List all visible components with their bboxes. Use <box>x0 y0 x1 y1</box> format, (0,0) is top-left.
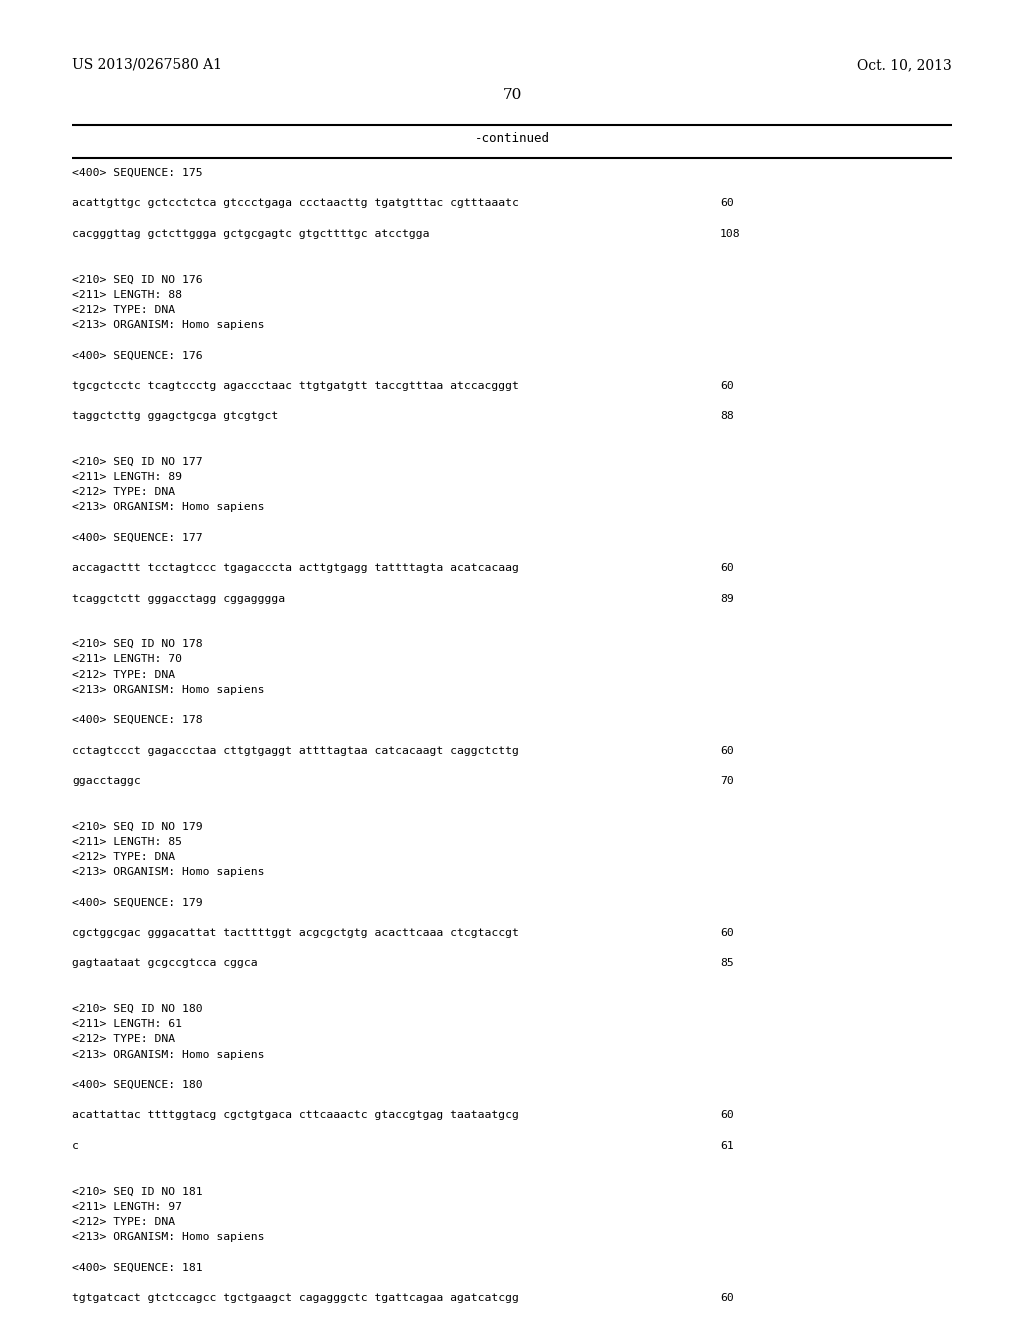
Text: Oct. 10, 2013: Oct. 10, 2013 <box>857 58 952 73</box>
Text: <210> SEQ ID NO 180: <210> SEQ ID NO 180 <box>72 1005 203 1014</box>
Text: acattattac ttttggtacg cgctgtgaca cttcaaactc gtaccgtgag taataatgcg: acattattac ttttggtacg cgctgtgaca cttcaaa… <box>72 1110 519 1121</box>
Text: <210> SEQ ID NO 176: <210> SEQ ID NO 176 <box>72 275 203 284</box>
Text: <400> SEQUENCE: 176: <400> SEQUENCE: 176 <box>72 350 203 360</box>
Text: <211> LENGTH: 88: <211> LENGTH: 88 <box>72 289 182 300</box>
Text: 60: 60 <box>720 746 734 755</box>
Text: <400> SEQUENCE: 178: <400> SEQUENCE: 178 <box>72 715 203 725</box>
Text: <210> SEQ ID NO 181: <210> SEQ ID NO 181 <box>72 1187 203 1196</box>
Text: <213> ORGANISM: Homo sapiens: <213> ORGANISM: Homo sapiens <box>72 1049 264 1060</box>
Text: <213> ORGANISM: Homo sapiens: <213> ORGANISM: Homo sapiens <box>72 685 264 694</box>
Text: 60: 60 <box>720 1110 734 1121</box>
Text: 89: 89 <box>720 594 734 603</box>
Text: <400> SEQUENCE: 175: <400> SEQUENCE: 175 <box>72 168 203 178</box>
Text: US 2013/0267580 A1: US 2013/0267580 A1 <box>72 58 222 73</box>
Text: c: c <box>72 1140 79 1151</box>
Text: 85: 85 <box>720 958 734 969</box>
Text: <213> ORGANISM: Homo sapiens: <213> ORGANISM: Homo sapiens <box>72 867 264 878</box>
Text: <210> SEQ ID NO 179: <210> SEQ ID NO 179 <box>72 821 203 832</box>
Text: -continued: -continued <box>474 132 550 145</box>
Text: 70: 70 <box>720 776 734 785</box>
Text: accagacttt tcctagtccc tgagacccta acttgtgagg tattttagta acatcacaag: accagacttt tcctagtccc tgagacccta acttgtg… <box>72 564 519 573</box>
Text: 108: 108 <box>720 228 740 239</box>
Text: <210> SEQ ID NO 178: <210> SEQ ID NO 178 <box>72 639 203 649</box>
Text: <213> ORGANISM: Homo sapiens: <213> ORGANISM: Homo sapiens <box>72 1232 264 1242</box>
Text: <212> TYPE: DNA: <212> TYPE: DNA <box>72 851 175 862</box>
Text: 60: 60 <box>720 198 734 209</box>
Text: cgctggcgac gggacattat tacttttggt acgcgctgtg acacttcaaa ctcgtaccgt: cgctggcgac gggacattat tacttttggt acgcgct… <box>72 928 519 939</box>
Text: <211> LENGTH: 70: <211> LENGTH: 70 <box>72 655 182 664</box>
Text: <400> SEQUENCE: 177: <400> SEQUENCE: 177 <box>72 533 203 543</box>
Text: 60: 60 <box>720 928 734 939</box>
Text: cctagtccct gagaccctaa cttgtgaggt attttagtaa catcacaagt caggctcttg: cctagtccct gagaccctaa cttgtgaggt attttag… <box>72 746 519 755</box>
Text: <213> ORGANISM: Homo sapiens: <213> ORGANISM: Homo sapiens <box>72 503 264 512</box>
Text: tcaggctctt gggacctagg cggagggga: tcaggctctt gggacctagg cggagggga <box>72 594 285 603</box>
Text: gagtaataat gcgccgtcca cggca: gagtaataat gcgccgtcca cggca <box>72 958 258 969</box>
Text: <211> LENGTH: 89: <211> LENGTH: 89 <box>72 473 182 482</box>
Text: <400> SEQUENCE: 179: <400> SEQUENCE: 179 <box>72 898 203 908</box>
Text: tgcgctcctc tcagtccctg agaccctaac ttgtgatgtt taccgtttaa atccacgggt: tgcgctcctc tcagtccctg agaccctaac ttgtgat… <box>72 380 519 391</box>
Text: <211> LENGTH: 61: <211> LENGTH: 61 <box>72 1019 182 1030</box>
Text: acattgttgc gctcctctca gtccctgaga ccctaacttg tgatgtttac cgtttaaatc: acattgttgc gctcctctca gtccctgaga ccctaac… <box>72 198 519 209</box>
Text: taggctcttg ggagctgcga gtcgtgct: taggctcttg ggagctgcga gtcgtgct <box>72 412 279 421</box>
Text: <212> TYPE: DNA: <212> TYPE: DNA <box>72 487 175 498</box>
Text: 70: 70 <box>503 88 521 102</box>
Text: tgtgatcact gtctccagcc tgctgaagct cagagggctc tgattcagaa agatcatcgg: tgtgatcact gtctccagcc tgctgaagct cagaggg… <box>72 1292 519 1303</box>
Text: <212> TYPE: DNA: <212> TYPE: DNA <box>72 1035 175 1044</box>
Text: <213> ORGANISM: Homo sapiens: <213> ORGANISM: Homo sapiens <box>72 319 264 330</box>
Text: 61: 61 <box>720 1140 734 1151</box>
Text: <212> TYPE: DNA: <212> TYPE: DNA <box>72 669 175 680</box>
Text: 60: 60 <box>720 380 734 391</box>
Text: <212> TYPE: DNA: <212> TYPE: DNA <box>72 1217 175 1226</box>
Text: cacgggttag gctcttggga gctgcgagtc gtgcttttgc atcctgga: cacgggttag gctcttggga gctgcgagtc gtgcttt… <box>72 228 429 239</box>
Text: <400> SEQUENCE: 180: <400> SEQUENCE: 180 <box>72 1080 203 1090</box>
Text: <211> LENGTH: 97: <211> LENGTH: 97 <box>72 1201 182 1212</box>
Text: 88: 88 <box>720 412 734 421</box>
Text: <210> SEQ ID NO 177: <210> SEQ ID NO 177 <box>72 457 203 467</box>
Text: ggacctaggc: ggacctaggc <box>72 776 140 785</box>
Text: 60: 60 <box>720 564 734 573</box>
Text: <400> SEQUENCE: 181: <400> SEQUENCE: 181 <box>72 1262 203 1272</box>
Text: <212> TYPE: DNA: <212> TYPE: DNA <box>72 305 175 314</box>
Text: <211> LENGTH: 85: <211> LENGTH: 85 <box>72 837 182 847</box>
Text: 60: 60 <box>720 1292 734 1303</box>
